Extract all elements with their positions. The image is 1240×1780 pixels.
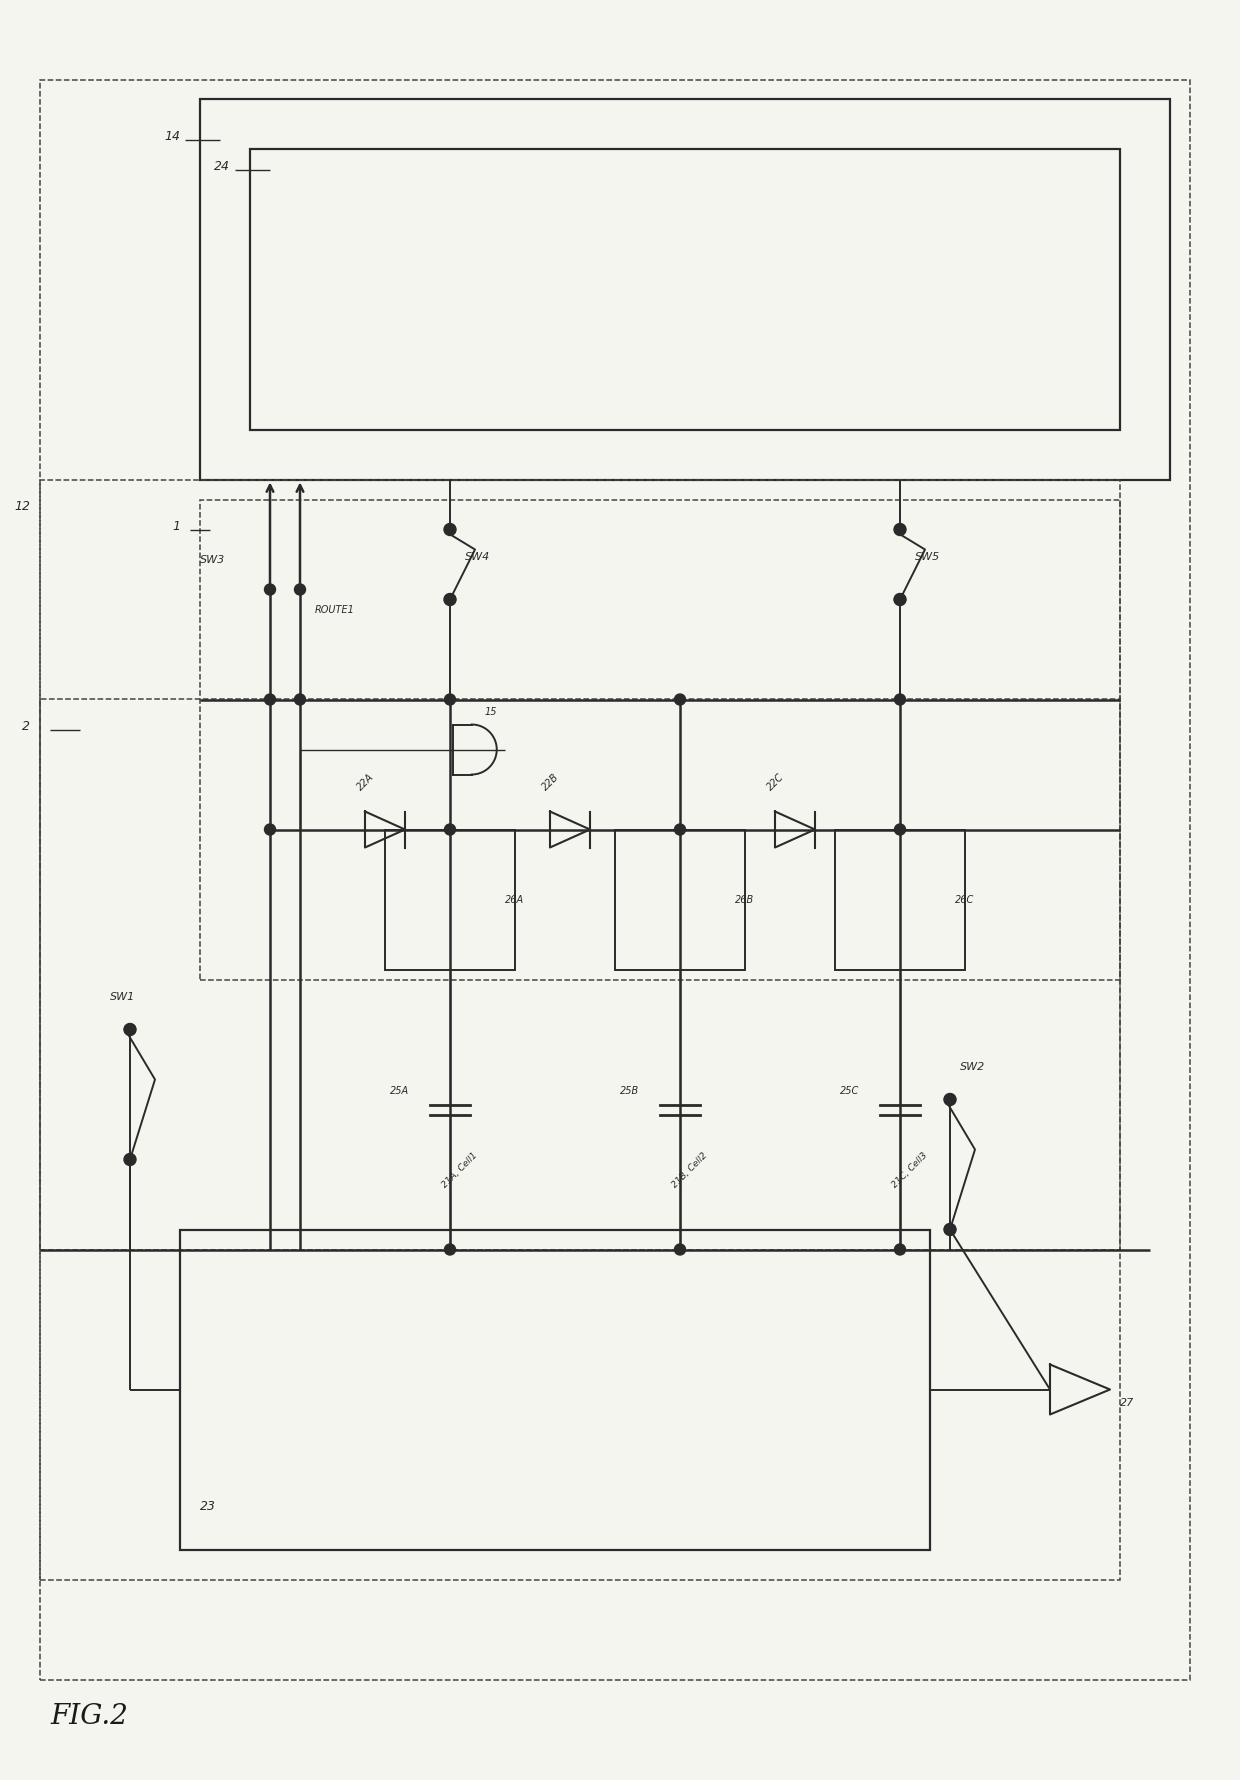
- Circle shape: [444, 523, 456, 536]
- Bar: [40, 481, 1120, 1579]
- Circle shape: [444, 595, 456, 607]
- Text: FIG.2: FIG.2: [50, 1702, 128, 1730]
- Circle shape: [444, 1244, 455, 1255]
- Bar: [835, 829, 965, 970]
- Bar: [40, 700, 1120, 1250]
- Circle shape: [264, 824, 275, 835]
- Circle shape: [264, 584, 275, 596]
- Text: 21C, Cell3: 21C, Cell3: [890, 1150, 929, 1189]
- Bar: [180, 1230, 930, 1550]
- Text: 14: 14: [164, 130, 180, 144]
- Circle shape: [894, 595, 905, 605]
- Circle shape: [295, 694, 305, 705]
- Bar: [200, 500, 1120, 981]
- Text: ROUTE1: ROUTE1: [315, 605, 355, 616]
- Circle shape: [124, 1023, 136, 1036]
- Text: 15: 15: [485, 707, 497, 717]
- Circle shape: [444, 824, 455, 835]
- Circle shape: [124, 1153, 136, 1166]
- Circle shape: [894, 523, 906, 536]
- Text: SW3: SW3: [200, 555, 226, 566]
- Text: 12: 12: [14, 500, 30, 513]
- Text: 24: 24: [215, 160, 229, 173]
- Circle shape: [444, 694, 455, 705]
- Text: 23: 23: [200, 1501, 216, 1513]
- Text: 26C: 26C: [955, 895, 975, 904]
- Text: 22A: 22A: [355, 771, 376, 792]
- Text: 1: 1: [172, 520, 180, 534]
- Bar: [615, 829, 745, 970]
- Text: 21B, Cell2: 21B, Cell2: [670, 1150, 709, 1189]
- Circle shape: [894, 1244, 905, 1255]
- Circle shape: [444, 595, 455, 605]
- Text: SW5: SW5: [915, 552, 940, 562]
- Text: 22C: 22C: [765, 771, 786, 792]
- Text: 21A, Cell1: 21A, Cell1: [440, 1150, 479, 1189]
- Bar: [384, 829, 515, 970]
- Text: SW4: SW4: [465, 552, 490, 562]
- Bar: [40, 80, 1190, 1680]
- Text: 26B: 26B: [735, 895, 754, 904]
- Circle shape: [124, 1025, 135, 1036]
- Text: SW1: SW1: [110, 991, 135, 1002]
- Circle shape: [945, 1095, 956, 1105]
- Circle shape: [945, 1225, 956, 1235]
- Text: SW2: SW2: [960, 1063, 986, 1072]
- Bar: [200, 100, 1171, 481]
- Circle shape: [894, 694, 905, 705]
- Circle shape: [944, 1095, 956, 1105]
- Text: 26A: 26A: [505, 895, 525, 904]
- Bar: [250, 151, 1120, 431]
- Circle shape: [894, 824, 905, 835]
- Circle shape: [675, 824, 686, 835]
- Text: 25A: 25A: [391, 1084, 409, 1095]
- Text: 27: 27: [1120, 1397, 1135, 1406]
- Text: 2: 2: [22, 721, 30, 733]
- Circle shape: [944, 1225, 956, 1235]
- Text: 25B: 25B: [620, 1084, 640, 1095]
- Circle shape: [295, 584, 305, 596]
- Circle shape: [894, 595, 906, 607]
- Circle shape: [264, 694, 275, 705]
- Circle shape: [675, 1244, 686, 1255]
- Circle shape: [675, 694, 686, 705]
- Text: 25C: 25C: [839, 1084, 859, 1095]
- Text: 22B: 22B: [539, 771, 560, 792]
